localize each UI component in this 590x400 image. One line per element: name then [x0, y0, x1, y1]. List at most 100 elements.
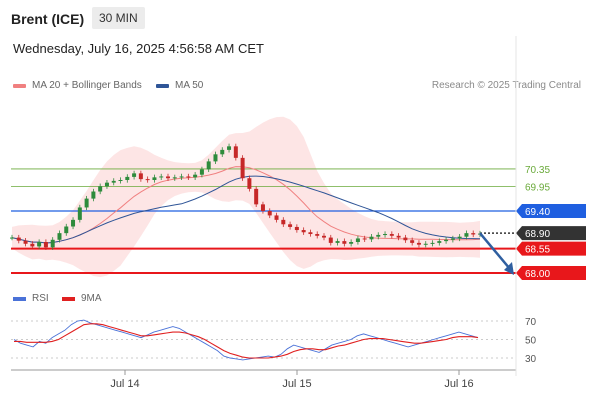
bollinger-band — [12, 116, 480, 278]
candle-body — [104, 182, 109, 187]
candle-body — [383, 234, 388, 236]
candle-body — [410, 240, 415, 243]
candle-body — [267, 211, 272, 216]
level-label-69-95: 69.95 — [525, 183, 550, 194]
candle-body — [342, 241, 347, 244]
candle-body — [50, 239, 55, 248]
candle-body — [315, 234, 320, 236]
x-tick-label: Jul 14 — [110, 378, 139, 390]
legend-9ma: 9MA — [62, 293, 102, 304]
x-tick-label: Jul 15 — [282, 378, 311, 390]
forecast-arrow-shaft — [479, 232, 511, 270]
candle-body — [57, 233, 62, 240]
candle-body — [98, 186, 103, 192]
chart-header: Brent (ICE) 30 MIN — [0, 0, 590, 36]
x-tick-label: Jul 16 — [444, 378, 473, 390]
candle-body — [369, 236, 374, 240]
rsi-9ma-line — [14, 323, 479, 359]
candle-body — [37, 242, 42, 247]
candle-body — [437, 241, 442, 243]
candle-body — [77, 207, 82, 220]
candle-body — [247, 178, 252, 189]
candle-body — [450, 238, 455, 240]
candle-body — [227, 146, 232, 150]
candle-body — [71, 219, 76, 227]
forecast-arrow-head — [504, 262, 514, 275]
ma50-line — [11, 175, 481, 244]
ma50-label: MA 50 — [175, 80, 204, 91]
level-label-69-40: 69.40 — [525, 207, 550, 218]
candle-body — [10, 237, 14, 239]
candle-body — [23, 240, 28, 244]
candle-body — [220, 149, 225, 155]
candle-body — [43, 242, 48, 248]
legend-ma50: MA 50 — [156, 80, 203, 91]
rsi-swatch — [13, 296, 26, 301]
candles — [10, 143, 482, 250]
legend-ma20: MA 20 + Bollinger Bands — [13, 80, 142, 91]
legend-rsi: RSI — [13, 293, 49, 304]
instrument-title: Brent (ICE) — [11, 11, 85, 27]
rsi-line — [13, 319, 479, 361]
candle-body — [186, 176, 191, 178]
candle-body — [349, 242, 354, 244]
candle-body — [376, 234, 381, 237]
candle-body — [389, 234, 394, 236]
candle-body — [423, 243, 428, 245]
candle-body — [260, 204, 265, 211]
candle-body — [328, 237, 333, 243]
candle-body — [335, 241, 340, 243]
candle-body — [138, 173, 143, 180]
candle-body — [166, 176, 170, 179]
ma20-label: MA 20 + Bollinger Bands — [32, 80, 142, 91]
level-label-68-55: 68.55 — [525, 245, 550, 256]
rsi-tick-label: 30 — [525, 354, 537, 365]
candle-body — [444, 239, 449, 242]
candle-body — [30, 243, 35, 247]
candle-body — [288, 224, 293, 227]
rsi-label: RSI — [32, 293, 49, 304]
level-tag-69-40 — [516, 204, 586, 218]
candle-body — [274, 215, 279, 220]
candle-body — [206, 161, 211, 170]
candle-body — [64, 226, 69, 234]
candle-body — [416, 242, 421, 245]
candle-body — [430, 242, 435, 244]
candle-body — [199, 169, 204, 175]
candle-body — [91, 191, 96, 199]
candle-body — [118, 180, 123, 181]
ma20-swatch — [13, 83, 26, 88]
level-tag-68-55 — [516, 241, 586, 256]
candle-body — [132, 173, 137, 177]
candle-body — [457, 236, 462, 239]
level-label-70-35: 70.35 — [525, 165, 550, 176]
candle-body — [111, 180, 116, 183]
candle-body — [172, 177, 177, 179]
candle-body — [403, 237, 408, 241]
candle-body — [16, 237, 21, 241]
candle-body — [84, 198, 89, 208]
candle-body — [233, 146, 238, 158]
candle-body — [125, 176, 130, 180]
candle-body — [301, 230, 306, 233]
level-label-68-90: 68.90 — [525, 229, 550, 240]
candle-body — [294, 226, 299, 231]
candle-body — [355, 238, 360, 242]
rsi-tick-label: 50 — [525, 336, 537, 347]
candle-body — [322, 235, 326, 238]
level-label-68-00: 68.00 — [525, 269, 550, 280]
ma50-swatch — [156, 83, 169, 88]
credit-text: Research © 2025 Trading Central — [431, 80, 581, 91]
candle-body — [362, 238, 367, 240]
candle-body — [179, 176, 184, 178]
candle-body — [396, 235, 401, 238]
ma9-swatch — [62, 296, 75, 301]
candle-body — [193, 174, 198, 178]
candle-body — [471, 233, 476, 235]
candle-body — [308, 232, 313, 235]
candle-body — [281, 219, 286, 225]
timeframe-badge[interactable]: 30 MIN — [92, 7, 145, 29]
candle-body — [254, 188, 259, 205]
candle-body — [159, 176, 164, 178]
